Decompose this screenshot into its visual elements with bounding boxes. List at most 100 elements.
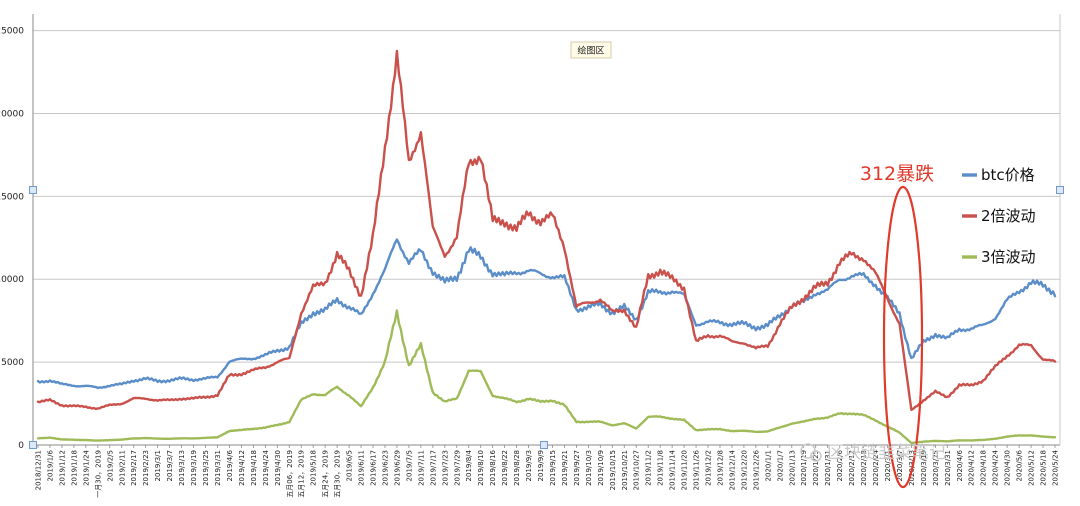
x-tick-label: 2020/5/6 — [1016, 449, 1024, 481]
x-tick-label: 2020/3/7 — [896, 450, 904, 481]
series-line — [36, 49, 1057, 411]
x-tick-label: 2019/4/12 — [238, 450, 246, 486]
x-tick-label: 2019/9/15 — [549, 450, 557, 486]
x-tick-label: 五月06，2019 — [286, 450, 294, 498]
x-tick-label: 2019/6/17 — [370, 450, 378, 486]
resize-handle[interactable] — [29, 441, 37, 449]
x-tick-label: 2019/2/23 — [142, 450, 150, 486]
y-tick-label: 0 — [18, 441, 24, 451]
x-tick-label: 2019/2/11 — [118, 450, 126, 486]
x-tick-label: 2019/1/24 — [82, 449, 90, 485]
x-tick-label: 2019/7/29 — [453, 450, 461, 486]
legend-label: 2倍波动 — [981, 207, 1036, 225]
crash-highlight-ellipse — [882, 185, 924, 489]
x-tick-label: 2019/4/18 — [250, 450, 258, 486]
wechat-icon-bubble — [810, 450, 822, 462]
annotation: 312暴跌 — [860, 163, 934, 489]
watermark: 区块链韭菜笔记 — [800, 443, 946, 463]
x-tick-label: 五月30，2019 — [334, 450, 342, 498]
y-axis: 0 5000 10000 15000 20000 25000 — [0, 27, 24, 451]
x-tick-label: 五月12，2019 — [298, 450, 306, 498]
x-tick-label: 2019/11/14 — [669, 449, 677, 490]
y-tick-label: 20000 — [0, 109, 24, 119]
x-tick-label: 2020/4/24 — [992, 449, 1000, 485]
x-tick-label: 2019/1/18 — [70, 450, 78, 486]
x-tick-label: 2019/4/6 — [226, 449, 234, 481]
y-tick-label: 10000 — [0, 275, 24, 285]
series-line — [36, 238, 1057, 390]
x-tick-label: 2019/12/8 — [716, 450, 724, 486]
x-tick-label: 2019/7/17 — [429, 450, 437, 486]
tooltip-box — [570, 41, 612, 59]
x-tick-label: 2019/9/3 — [525, 450, 533, 481]
x-tick-label: 2020/1/19 — [800, 450, 808, 486]
x-tick-label: 2019/3/31 — [214, 450, 222, 486]
x-tick-label: 2019/12/2 — [705, 450, 713, 486]
x-tick-label: 2019/8/10 — [477, 450, 485, 486]
x-tick-label: 2019/10/27 — [633, 450, 641, 490]
x-tick-label: 2019/6/11 — [358, 450, 366, 486]
x-tick-label: 2019/8/22 — [501, 450, 509, 486]
selection-handles[interactable] — [29, 186, 1064, 449]
resize-handle[interactable] — [29, 186, 37, 194]
x-tick-label: 2019/3/1 — [154, 450, 162, 481]
x-tick-label: 2020/3/19 — [920, 450, 928, 486]
y-tick-label: 5000 — [1, 358, 24, 368]
x-tick-label: 2020/1/25 — [812, 450, 820, 486]
legend-label: btc价格 — [981, 166, 1035, 184]
x-tick-label: 2019/12/26 — [752, 449, 760, 490]
x-tick-label: 2019/7/5 — [405, 450, 413, 481]
x-tick-label: 2019/7/23 — [441, 450, 449, 486]
x-tick-label: 2020/4/18 — [980, 450, 988, 486]
x-tick-label: 2019/4/30 — [274, 450, 282, 486]
x-tick-label: 2019/6/29 — [393, 450, 401, 486]
y-tick-label: 25000 — [0, 27, 24, 37]
x-tick-label: 2020/3/31 — [944, 450, 952, 486]
x-tick-label: 2019/1/6 — [46, 449, 54, 481]
x-tick-label: 2020/2/12 — [848, 450, 856, 486]
x-tick-label: 2020/3/1 — [884, 450, 892, 481]
x-tick-label: 2019/8/4 — [465, 449, 473, 481]
x-tick-label: 2020/1/31 — [824, 450, 832, 486]
x-tick-label: 2019/6/23 — [381, 450, 389, 486]
x-tick-label: 2019/2/17 — [130, 450, 138, 486]
x-axis: 2018/12/31 2019/1/6 2019/1/12 2019/1/18 2019… — [35, 445, 1060, 498]
series-line — [36, 309, 1057, 445]
x-tick-label: 2020/2/24 — [872, 449, 880, 485]
x-tick-label: 2020/1/13 — [788, 450, 796, 486]
y-tick-label: 15000 — [0, 192, 24, 202]
resize-handle[interactable] — [540, 441, 548, 449]
x-tick-label: 2019/11/26 — [693, 449, 701, 490]
legend: btc价格 2倍波动 3倍波动 — [962, 166, 1036, 266]
x-tick-label: 2019/3/25 — [202, 450, 210, 486]
tooltip-text: 绘图区 — [577, 45, 604, 57]
x-tick-label: 2019/3/7 — [166, 450, 174, 481]
x-tick-label: 2020/4/30 — [1004, 450, 1012, 486]
x-tick-label: 2019/4/24 — [262, 449, 270, 485]
x-tick-label: 五月24，2019 — [322, 450, 330, 498]
x-tick-label: 2020/4/6 — [956, 449, 964, 481]
resize-handle[interactable] — [1056, 186, 1064, 194]
x-tick-label: 2019/3/13 — [178, 450, 186, 486]
grid-layer — [32, 14, 1061, 446]
x-tick-label: 2019/10/15 — [609, 450, 617, 490]
x-tick-label: 2018/12/31 — [35, 450, 43, 490]
crash-annotation-label: 312暴跌 — [860, 163, 934, 185]
x-tick-label: 2019/6/5 — [346, 450, 354, 481]
x-tick-label: 2019/3/19 — [190, 450, 198, 486]
x-tick-label: 2020/5/12 — [1028, 450, 1036, 486]
x-tick-label: 一月30，2019 — [94, 450, 102, 498]
x-tick-label: 2019/12/20 — [740, 450, 748, 490]
x-tick-label: 2019/10/9 — [597, 450, 605, 486]
x-tick-label: 2020/3/25 — [932, 450, 940, 486]
x-tick-label: 2019/11/20 — [681, 450, 689, 490]
x-tick-label: 2020/2/18 — [860, 450, 868, 486]
x-tick-label: 2020/2/6 — [836, 449, 844, 481]
x-tick-label: 2019/9/21 — [561, 450, 569, 486]
x-tick-label: 2020/1/1 — [764, 450, 772, 481]
series-layer — [36, 49, 1057, 445]
watermark-text: 区块链韭菜笔记 — [827, 443, 946, 463]
x-tick-label: 2019/11/8 — [657, 450, 665, 486]
